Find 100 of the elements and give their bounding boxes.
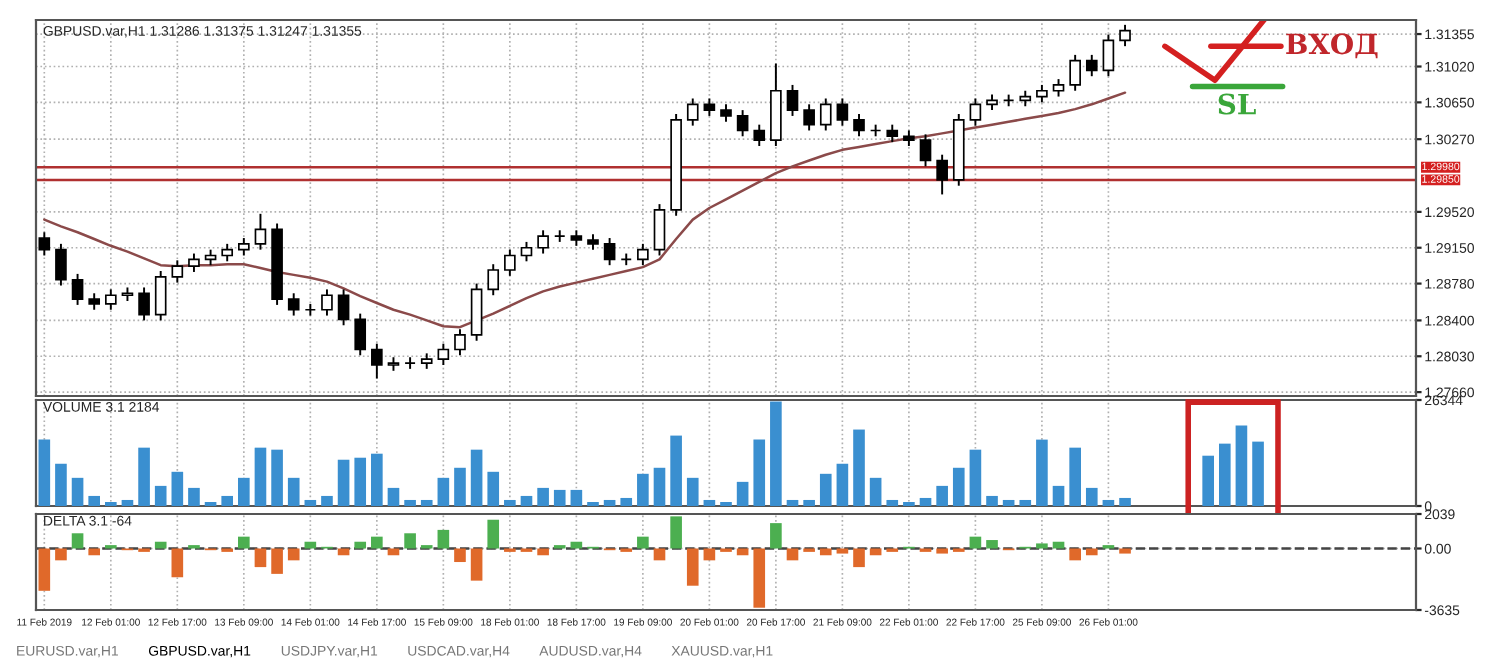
bar xyxy=(637,536,649,549)
bar xyxy=(836,463,849,506)
bar xyxy=(271,548,283,574)
bar xyxy=(686,548,699,586)
bar xyxy=(38,548,51,591)
bar xyxy=(337,459,350,506)
bar xyxy=(221,495,234,506)
bar xyxy=(171,548,184,578)
bar xyxy=(736,548,749,556)
candlestick xyxy=(786,83,799,117)
bar xyxy=(803,499,815,506)
candlestick xyxy=(637,242,649,267)
candlestick xyxy=(919,133,932,168)
bar xyxy=(371,536,383,549)
bar xyxy=(736,481,749,506)
bar xyxy=(819,548,832,556)
bar xyxy=(354,457,367,506)
candlestick xyxy=(1085,53,1098,78)
candlestick xyxy=(504,248,516,277)
bar xyxy=(869,477,882,506)
bar xyxy=(936,548,948,554)
bar xyxy=(238,536,250,549)
candlestick xyxy=(836,97,849,127)
bar xyxy=(1069,447,1081,506)
bar xyxy=(404,499,416,506)
candlestick xyxy=(653,203,666,257)
bar xyxy=(254,548,267,568)
candlestick xyxy=(1119,23,1131,48)
bar xyxy=(454,548,466,563)
candlestick xyxy=(736,109,749,138)
candlestick xyxy=(969,97,982,127)
bar xyxy=(454,467,466,506)
bar xyxy=(753,548,766,608)
bar xyxy=(986,495,998,506)
bar xyxy=(703,499,716,506)
candlestick xyxy=(853,113,865,138)
bar xyxy=(287,548,300,561)
bar xyxy=(154,541,167,549)
bar xyxy=(1252,441,1264,506)
bar xyxy=(537,548,549,556)
candlestick xyxy=(354,312,367,357)
bar xyxy=(1002,499,1015,506)
bar xyxy=(952,467,965,506)
candlestick xyxy=(171,259,184,284)
bar xyxy=(337,548,350,556)
bar xyxy=(387,487,400,506)
candlestick xyxy=(437,342,450,366)
bar xyxy=(770,401,782,506)
bar xyxy=(570,489,583,506)
bar xyxy=(504,499,516,506)
candlestick xyxy=(470,282,483,342)
candlestick xyxy=(321,288,333,317)
bar xyxy=(71,533,84,549)
candlestick xyxy=(154,270,167,322)
annotation: SL xyxy=(1218,93,1256,115)
candlestick xyxy=(753,123,766,147)
bar xyxy=(653,548,666,561)
candlestick xyxy=(487,263,500,297)
bar xyxy=(1052,485,1065,506)
bar xyxy=(670,516,682,549)
bar xyxy=(1119,497,1131,506)
candlestick xyxy=(55,242,67,287)
candlestick xyxy=(371,342,383,380)
bar xyxy=(271,449,283,506)
bar xyxy=(936,485,948,506)
bar xyxy=(1085,548,1098,556)
candlestick xyxy=(819,97,832,132)
candlestick xyxy=(686,97,699,127)
bar xyxy=(869,548,882,556)
bar xyxy=(188,487,200,506)
candlestick xyxy=(337,288,350,327)
candlestick xyxy=(1102,33,1115,78)
bar xyxy=(520,495,533,506)
bar xyxy=(1085,487,1098,506)
bar xyxy=(1119,548,1131,554)
bar xyxy=(88,495,101,506)
bar xyxy=(487,471,500,506)
bar xyxy=(404,533,416,549)
bar xyxy=(71,477,84,506)
candlestick xyxy=(188,252,200,273)
candlestick xyxy=(138,286,150,322)
candlestick xyxy=(803,103,815,132)
candlestick xyxy=(104,288,117,311)
bar xyxy=(88,548,101,556)
bar xyxy=(1235,425,1248,506)
bar xyxy=(304,499,317,506)
bar xyxy=(603,499,616,506)
bar xyxy=(371,453,383,506)
bar xyxy=(1102,499,1115,506)
bar xyxy=(919,497,932,506)
bar xyxy=(470,449,483,506)
bar xyxy=(553,489,566,506)
bar xyxy=(254,447,267,506)
bar xyxy=(55,463,67,506)
bar xyxy=(620,497,633,506)
bar xyxy=(287,477,300,506)
candlestick xyxy=(520,240,533,263)
bar xyxy=(354,541,367,549)
candlestick xyxy=(1069,53,1081,92)
bar xyxy=(786,548,799,561)
